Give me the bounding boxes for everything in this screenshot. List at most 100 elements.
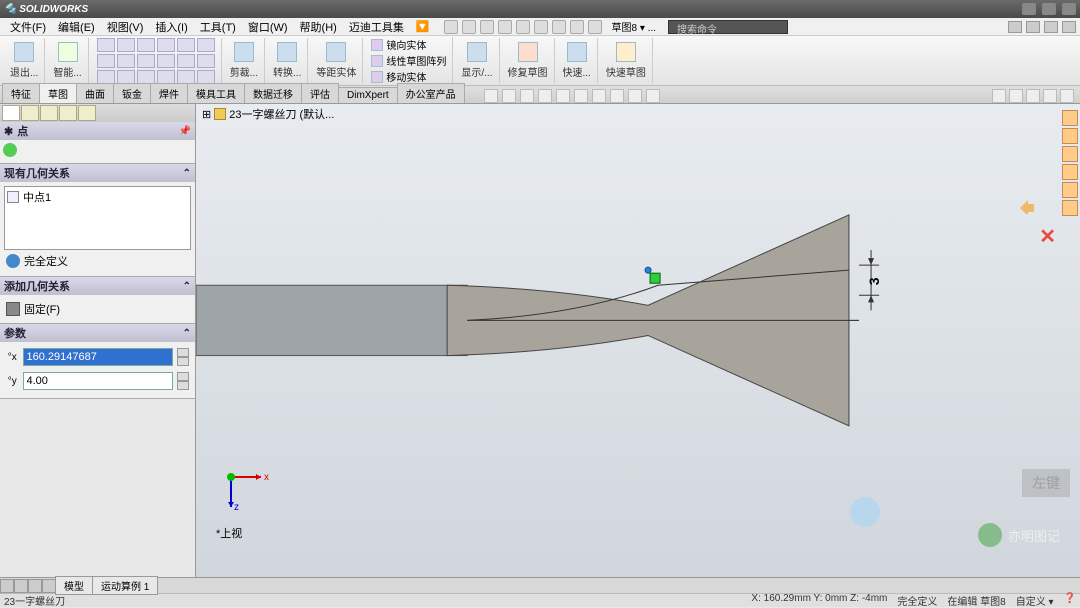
zoom-area-icon[interactable]: [502, 89, 516, 103]
param-x-spinner[interactable]: [177, 348, 190, 366]
plane-tool-icon[interactable]: [197, 54, 215, 68]
view-settings-icon[interactable]: [646, 89, 660, 103]
chamfer-tool-icon[interactable]: [117, 70, 135, 84]
qat-options-icon[interactable]: [588, 20, 602, 34]
rect-tool-icon[interactable]: [117, 38, 135, 52]
menu-tools[interactable]: 工具(T): [194, 19, 242, 35]
win-close-icon[interactable]: [1062, 21, 1076, 33]
zoom-fit-icon[interactable]: [484, 89, 498, 103]
custom-props-icon[interactable]: [1062, 200, 1078, 216]
win-restore-icon[interactable]: [1044, 21, 1058, 33]
ribbon-offset[interactable]: 等距实体: [310, 38, 363, 83]
move-item[interactable]: 移动实体: [371, 69, 446, 84]
prev-view-icon[interactable]: [520, 89, 534, 103]
tab-next-icon[interactable]: [28, 579, 42, 593]
w4-icon[interactable]: [1043, 89, 1057, 103]
text-tool-icon[interactable]: [177, 54, 195, 68]
menu-help[interactable]: 帮助(H): [294, 19, 343, 35]
ribbon-trim[interactable]: 剪裁...: [224, 38, 265, 83]
ribbon-repair[interactable]: 修复草图: [502, 38, 555, 83]
fixed-relation[interactable]: 固定(F): [4, 299, 191, 319]
spin-up-icon-2[interactable]: [177, 372, 190, 381]
slot-tool-icon[interactable]: [197, 38, 215, 52]
win-min-icon[interactable]: [1026, 21, 1040, 33]
resources-icon[interactable]: [1062, 110, 1078, 126]
w1-icon[interactable]: [992, 89, 1006, 103]
qat-redo-icon[interactable]: [534, 20, 548, 34]
qat-print-icon[interactable]: [498, 20, 512, 34]
collapse-icon[interactable]: ⌃: [183, 168, 191, 179]
menu-insert[interactable]: 插入(I): [149, 19, 193, 35]
tab-dimx[interactable]: DimXpert: [338, 87, 398, 103]
view-palette-icon[interactable]: [1062, 164, 1078, 180]
qat-new-icon[interactable]: [444, 20, 458, 34]
relations-list[interactable]: 中点1: [4, 186, 191, 250]
collapse-icon-3[interactable]: ⌃: [183, 328, 191, 339]
status-custom[interactable]: 自定义 ▾: [1016, 593, 1054, 608]
help-icon[interactable]: [1008, 21, 1022, 33]
spin-up-icon[interactable]: [177, 348, 190, 357]
mirror-item[interactable]: 镜向实体: [371, 37, 446, 52]
view-orient-icon[interactable]: [556, 89, 570, 103]
appearance-icon[interactable]: [610, 89, 624, 103]
arc-tool-icon[interactable]: [157, 38, 175, 52]
config-tab-icon[interactable]: [40, 105, 58, 121]
tab-weld[interactable]: 焊件: [150, 83, 188, 103]
qat-open-icon[interactable]: [462, 20, 476, 34]
tab-sketch[interactable]: 草图: [39, 83, 77, 103]
minimize-button[interactable]: [1022, 3, 1036, 15]
hide-show-icon[interactable]: [592, 89, 606, 103]
file-explorer-icon[interactable]: [1062, 146, 1078, 162]
menu-maidi[interactable]: 迈迪工具集: [343, 19, 410, 35]
status-help-icon[interactable]: ❓: [1064, 593, 1076, 608]
w3-icon[interactable]: [1026, 89, 1040, 103]
qat-save-icon[interactable]: [480, 20, 494, 34]
qat-rebuild-icon[interactable]: [570, 20, 584, 34]
spin-down-icon-2[interactable]: [177, 381, 190, 390]
menu-window[interactable]: 窗口(W): [242, 19, 294, 35]
ribbon-exit-sketch[interactable]: 退出...: [4, 38, 45, 83]
center-tool-icon[interactable]: [97, 70, 115, 84]
ribbon-convert[interactable]: 转换...: [267, 38, 308, 83]
ok-icon[interactable]: [3, 143, 17, 157]
tab-surface[interactable]: 曲面: [76, 83, 114, 103]
linear-item[interactable]: 线性草图阵列: [371, 53, 446, 68]
qat-undo-icon[interactable]: [516, 20, 530, 34]
tab-eval[interactable]: 评估: [301, 83, 339, 103]
tab-mold[interactable]: 模具工具: [187, 83, 245, 103]
w5-icon[interactable]: [1060, 89, 1074, 103]
point-tool-icon[interactable]: [157, 54, 175, 68]
circle-tool-icon[interactable]: [137, 38, 155, 52]
feature-tree-tab-icon[interactable]: [2, 105, 20, 121]
display-tab-icon[interactable]: [78, 105, 96, 121]
return-arrow-icon[interactable]: [1018, 196, 1036, 214]
qat-select-icon[interactable]: [552, 20, 566, 34]
offset-tool-icon[interactable]: [177, 70, 195, 84]
param-y-input[interactable]: [23, 372, 173, 390]
trim-tool-icon[interactable]: [137, 70, 155, 84]
qat-doc-label[interactable]: 草图8 ▾ ...: [606, 19, 662, 34]
appearances-icon[interactable]: [1062, 182, 1078, 198]
extend-tool-icon[interactable]: [157, 70, 175, 84]
relation-item[interactable]: 中点1: [7, 189, 188, 205]
tab-migrate[interactable]: 数据迁移: [244, 83, 302, 103]
tab-sheet[interactable]: 钣金: [113, 83, 151, 103]
tab-last-icon[interactable]: [42, 579, 56, 593]
maximize-button[interactable]: [1042, 3, 1056, 15]
tab-first-icon[interactable]: [0, 579, 14, 593]
scene-icon[interactable]: [628, 89, 642, 103]
search-box[interactable]: 搜索命令: [668, 20, 788, 34]
add-relations-header[interactable]: 添加几何关系 ⌃: [0, 277, 195, 295]
spline-tool-icon[interactable]: [177, 38, 195, 52]
property-tab-icon[interactable]: [21, 105, 39, 121]
collapse-icon-2[interactable]: ⌃: [183, 281, 191, 292]
ribbon-rapid[interactable]: 快速...: [557, 38, 598, 83]
pushpin-icon[interactable]: 📌: [179, 126, 191, 137]
design-lib-icon[interactable]: [1062, 128, 1078, 144]
display-style-icon[interactable]: [574, 89, 588, 103]
line-tool-icon[interactable]: [97, 38, 115, 52]
tab-office[interactable]: 办公室产品: [397, 83, 465, 103]
ribbon-rapid-sketch[interactable]: 快速草图: [600, 38, 653, 83]
convert-tool-icon[interactable]: [197, 70, 215, 84]
close-button[interactable]: [1062, 3, 1076, 15]
